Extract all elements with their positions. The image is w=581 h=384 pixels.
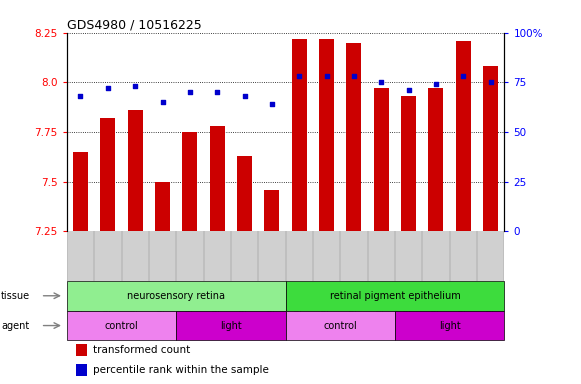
Point	[131, 83, 140, 89]
Text: retinal pigment epithelium: retinal pigment epithelium	[329, 291, 460, 301]
Bar	[319, 39, 334, 231]
Bar	[374, 88, 389, 231]
Point	[185, 89, 195, 95]
Text: transformed count: transformed count	[93, 345, 191, 355]
Bar	[76, 344, 87, 356]
Bar	[155, 182, 170, 231]
Bar	[237, 156, 252, 231]
Point	[103, 85, 113, 91]
Point	[349, 73, 358, 79]
Bar	[264, 190, 279, 231]
Bar	[483, 66, 498, 231]
Bar	[456, 41, 471, 231]
Text: agent: agent	[1, 321, 30, 331]
Bar	[292, 39, 307, 231]
Bar	[182, 132, 198, 231]
Text: light: light	[220, 321, 242, 331]
Point	[240, 93, 249, 99]
Bar	[176, 311, 285, 341]
Text: control: control	[324, 321, 357, 331]
Bar	[428, 88, 443, 231]
Bar	[67, 311, 176, 341]
Bar	[67, 281, 286, 311]
Text: light: light	[439, 321, 461, 331]
Point	[267, 101, 277, 107]
Bar	[73, 152, 88, 231]
Point	[458, 73, 468, 79]
Text: GDS4980 / 10516225: GDS4980 / 10516225	[67, 18, 202, 31]
Text: percentile rank within the sample: percentile rank within the sample	[93, 365, 269, 375]
Point	[431, 81, 440, 87]
Bar	[101, 118, 116, 231]
Point	[213, 89, 222, 95]
Bar	[210, 126, 225, 231]
Point	[76, 93, 85, 99]
Text: control: control	[105, 321, 138, 331]
Point	[322, 73, 331, 79]
Point	[376, 79, 386, 85]
Point	[404, 87, 413, 93]
Point	[295, 73, 304, 79]
Bar	[285, 281, 504, 311]
Point	[486, 79, 495, 85]
Point	[158, 99, 167, 105]
Bar	[285, 311, 395, 341]
Text: tissue: tissue	[1, 291, 30, 301]
Bar	[128, 110, 143, 231]
Bar	[395, 311, 504, 341]
Bar	[76, 364, 87, 376]
Bar	[346, 43, 361, 231]
Text: neurosensory retina: neurosensory retina	[127, 291, 225, 301]
Bar	[401, 96, 416, 231]
